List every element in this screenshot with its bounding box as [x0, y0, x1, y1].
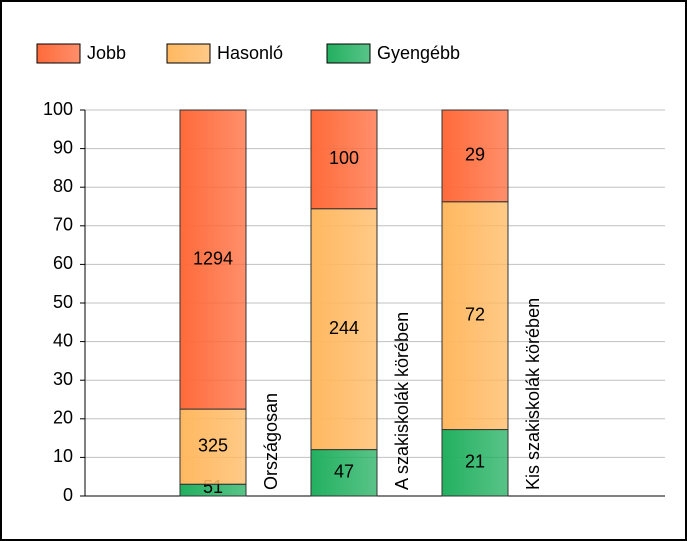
y-tick-label: 90 — [53, 137, 73, 157]
data-label: 100 — [329, 148, 359, 168]
y-tick-label: 20 — [53, 408, 73, 428]
bar-segment — [310, 449, 378, 497]
legend-label: Jobb — [87, 43, 126, 63]
legend-label: Gyengébb — [377, 43, 460, 63]
y-tick-label: 80 — [53, 176, 73, 196]
bar-segment — [441, 201, 509, 431]
legend-swatch — [326, 43, 371, 64]
y-tick-label: 50 — [53, 292, 73, 312]
legend-swatch — [36, 43, 81, 64]
y-tick-label: 40 — [53, 330, 73, 350]
bar-segment — [441, 429, 509, 497]
data-label: 244 — [329, 318, 359, 338]
bar-segment — [179, 408, 247, 485]
bar-segment — [310, 109, 378, 210]
y-tick-label: 60 — [53, 253, 73, 273]
data-label: 47 — [334, 462, 354, 482]
x-tick-label: Országosan — [261, 393, 281, 490]
y-tick-label: 30 — [53, 369, 73, 389]
data-label: 72 — [465, 304, 485, 324]
legend-label: Hasonló — [217, 43, 283, 63]
y-tick-label: 0 — [63, 485, 73, 505]
bar-segment — [310, 208, 378, 451]
data-label: 1294 — [193, 248, 233, 268]
bar-segment — [179, 109, 247, 410]
y-tick-label: 10 — [53, 446, 73, 466]
data-label: 21 — [465, 452, 485, 472]
data-label: 29 — [465, 145, 485, 165]
y-tick-label: 100 — [43, 99, 73, 119]
x-tick-label: Kis szakiskolák körében — [523, 298, 543, 490]
bar-segment — [441, 109, 509, 203]
data-label: 325 — [198, 435, 228, 455]
y-tick-label: 70 — [53, 215, 73, 235]
legend-swatch — [166, 43, 211, 64]
x-tick-label: A szakiskolák körében — [392, 312, 412, 490]
